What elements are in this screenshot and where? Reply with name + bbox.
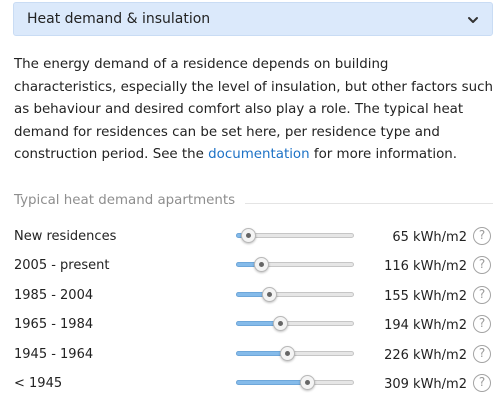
heat-demand-accordion-header[interactable]: Heat demand & insulation	[13, 2, 493, 36]
section-divider	[14, 203, 493, 204]
heat-demand-value: 194 kWh/m2	[384, 318, 467, 333]
row-label: New residences	[14, 229, 117, 244]
description-paragraph: The energy demand of a residence depends…	[14, 54, 494, 167]
description-text-before: The energy demand of a residence depends…	[14, 57, 493, 162]
heat-demand-slider[interactable]	[236, 257, 354, 272]
row-label: 1945 - 1964	[14, 347, 94, 362]
slider-fill	[236, 380, 307, 385]
slider-handle[interactable]	[280, 346, 295, 361]
question-circle-icon[interactable]: ?	[473, 227, 491, 245]
slider-handle[interactable]	[262, 287, 277, 302]
heat-demand-row: < 1945 309 kWh/m2?	[0, 374, 503, 405]
heat-demand-slider[interactable]	[236, 346, 354, 361]
heat-demand-row: 2005 - present 116 kWh/m2?	[0, 256, 503, 287]
question-circle-icon[interactable]: ?	[473, 256, 491, 274]
slider-handle[interactable]	[254, 257, 269, 272]
heat-demand-value: 116 kWh/m2	[384, 259, 467, 274]
row-label: < 1945	[14, 376, 63, 391]
heat-demand-value: 65 kWh/m2	[392, 230, 467, 245]
heat-demand-slider[interactable]	[236, 287, 354, 302]
question-circle-icon[interactable]: ?	[473, 315, 491, 333]
section-title: Typical heat demand apartments	[14, 193, 246, 208]
row-label: 1985 - 2004	[14, 288, 94, 303]
question-circle-icon[interactable]: ?	[473, 286, 491, 304]
row-label: 2005 - present	[14, 258, 110, 273]
heat-demand-value: 309 kWh/m2	[384, 377, 467, 392]
description-text-after: for more information.	[309, 147, 458, 162]
heat-demand-row: 1985 - 2004 155 kWh/m2?	[0, 286, 503, 317]
accordion-title: Heat demand & insulation	[27, 11, 211, 27]
slider-handle[interactable]	[300, 375, 315, 390]
slider-handle[interactable]	[241, 228, 256, 243]
heat-demand-value: 226 kWh/m2	[384, 348, 467, 363]
documentation-link[interactable]: documentation	[208, 147, 310, 162]
heat-demand-row: New residences 65 kWh/m2?	[0, 227, 503, 258]
heat-demand-slider[interactable]	[236, 316, 354, 331]
chevron-down-icon	[468, 17, 478, 23]
question-circle-icon[interactable]: ?	[473, 374, 491, 392]
row-label: 1965 - 1984	[14, 317, 94, 332]
heat-demand-slider[interactable]	[236, 228, 354, 243]
slider-handle[interactable]	[273, 316, 288, 331]
heat-demand-slider[interactable]	[236, 375, 354, 390]
question-circle-icon[interactable]: ?	[473, 345, 491, 363]
heat-demand-row: 1945 - 1964 226 kWh/m2?	[0, 345, 503, 376]
heat-demand-value: 155 kWh/m2	[384, 289, 467, 304]
heat-demand-row: 1965 - 1984 194 kWh/m2?	[0, 315, 503, 346]
